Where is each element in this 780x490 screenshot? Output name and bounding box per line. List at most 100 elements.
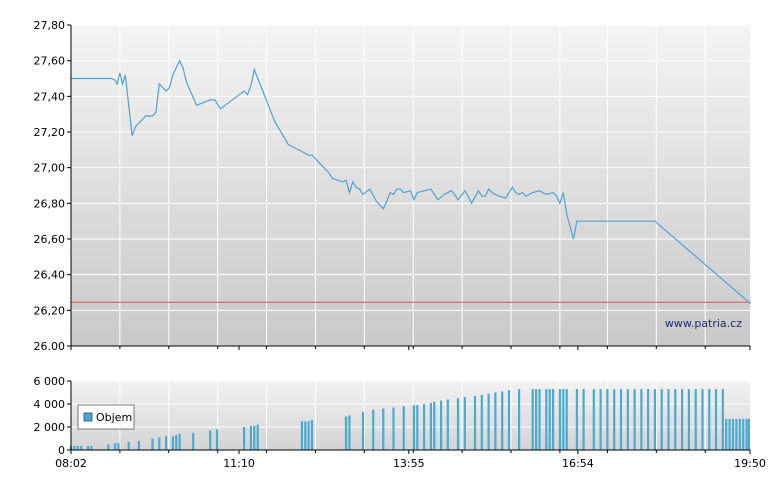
volume-bar (300, 421, 303, 451)
volume-bar (253, 425, 256, 450)
volume-bar (694, 389, 697, 450)
x-tick-label: 11:10 (223, 457, 255, 470)
volume-bar (310, 420, 314, 450)
x-tick-label: 16:54 (562, 457, 594, 470)
volume-bar (249, 425, 252, 450)
volume-y-tick-label: 6 000 (34, 375, 66, 388)
price-y-tick-label: 27,80 (34, 19, 66, 32)
volume-bar (137, 440, 140, 450)
volume-bar (687, 389, 690, 450)
price-panel: 26.00 26,20 26,40 26,60 26,80 27,00 27,20 27,40… (34, 19, 751, 353)
price-y-tick-label: 27,40 (34, 90, 66, 103)
volume-bar (344, 416, 348, 450)
volume-bars (69, 389, 750, 451)
volume-bar (738, 418, 741, 450)
volume-bar (473, 395, 477, 450)
volume-bar (507, 390, 511, 450)
volume-bar (304, 421, 307, 451)
volume-bar (545, 389, 548, 450)
volume-bar (728, 418, 731, 450)
volume-bar (674, 389, 677, 450)
price-y-tick-label: 26,80 (34, 197, 66, 210)
volume-bar (256, 424, 259, 450)
x-tick-label: 08:02 (55, 457, 87, 470)
volume-bar (599, 389, 602, 450)
volume-bar (114, 443, 117, 450)
volume-y-tick-label: 2 000 (34, 421, 66, 434)
price-series-line (71, 59, 751, 305)
volume-bar (90, 446, 93, 450)
volume-bar (440, 400, 443, 450)
volume-bar (535, 389, 538, 450)
volume-bar (562, 389, 565, 450)
volume-bar (742, 418, 745, 450)
volume-bar (592, 389, 595, 450)
x-tick-label: 19:50 (734, 457, 766, 470)
volume-bar (86, 446, 90, 450)
volume-bar (647, 389, 650, 450)
volume-bar (372, 409, 375, 451)
volume-bar (412, 405, 415, 450)
volume-bar (80, 446, 83, 450)
volume-bar (192, 432, 195, 451)
volume-bar (619, 389, 623, 450)
volume-bar (501, 391, 504, 450)
volume-bar (518, 389, 521, 450)
volume-bar (348, 415, 351, 450)
volume-bar (158, 437, 161, 450)
volume-bar (76, 446, 79, 450)
volume-plot-background (71, 381, 750, 450)
volume-bar (747, 418, 750, 450)
price-y-tick-label: 26,20 (34, 304, 66, 317)
volume-bar (175, 435, 178, 450)
price-y-tick-label: 27,00 (34, 162, 66, 175)
volume-bar (660, 389, 663, 450)
volume-bar (165, 436, 168, 450)
volume-bar (171, 436, 174, 450)
volume-bar (307, 421, 310, 451)
legend-label: Objem (96, 411, 132, 424)
volume-bar (416, 405, 419, 450)
volume-bar (423, 404, 426, 450)
volume-bar (613, 389, 616, 450)
volume-bar (721, 389, 724, 450)
volume-bar (582, 389, 585, 450)
volume-bar (701, 389, 704, 450)
volume-bar (127, 441, 130, 450)
price-y-tick-label: 26,40 (34, 269, 66, 282)
volume-bar (433, 401, 436, 450)
volume-bar (209, 430, 212, 450)
volume-bar (456, 398, 460, 451)
volume-bar (725, 418, 728, 450)
volume-bar (552, 389, 555, 450)
volume-bar (480, 394, 483, 450)
price-y-tick-label: 27,60 (34, 55, 66, 68)
price-y-tick-label: 27,20 (34, 126, 66, 139)
volume-bar (633, 389, 636, 450)
volume-bar (653, 389, 656, 450)
volume-bar (429, 402, 432, 450)
volume-x-axis: 08:02 11:10 13:55 16:54 19:50 (55, 450, 766, 470)
volume-bar (73, 446, 76, 450)
volume-bar (708, 389, 711, 450)
volume-bar (667, 389, 670, 450)
volume-bar (392, 407, 395, 450)
volume-bar (382, 408, 385, 450)
volume-bar (548, 389, 551, 450)
price-grid (71, 24, 750, 347)
price-y-tick-label: 26,60 (34, 233, 66, 246)
volume-bar (745, 418, 748, 450)
volume-y-tick-label: 4 000 (34, 398, 66, 411)
volume-bar (215, 429, 219, 450)
price-y-tick-label: 26.00 (34, 340, 66, 353)
volume-bar (361, 412, 365, 450)
volume-bar (402, 406, 405, 450)
volume-bar (565, 389, 568, 450)
volume-bar (626, 389, 629, 450)
volume-bar (487, 393, 490, 450)
volume-bar (731, 418, 735, 450)
volume-bar (446, 399, 449, 450)
volume-bar (640, 389, 643, 450)
volume-bar (151, 438, 154, 450)
